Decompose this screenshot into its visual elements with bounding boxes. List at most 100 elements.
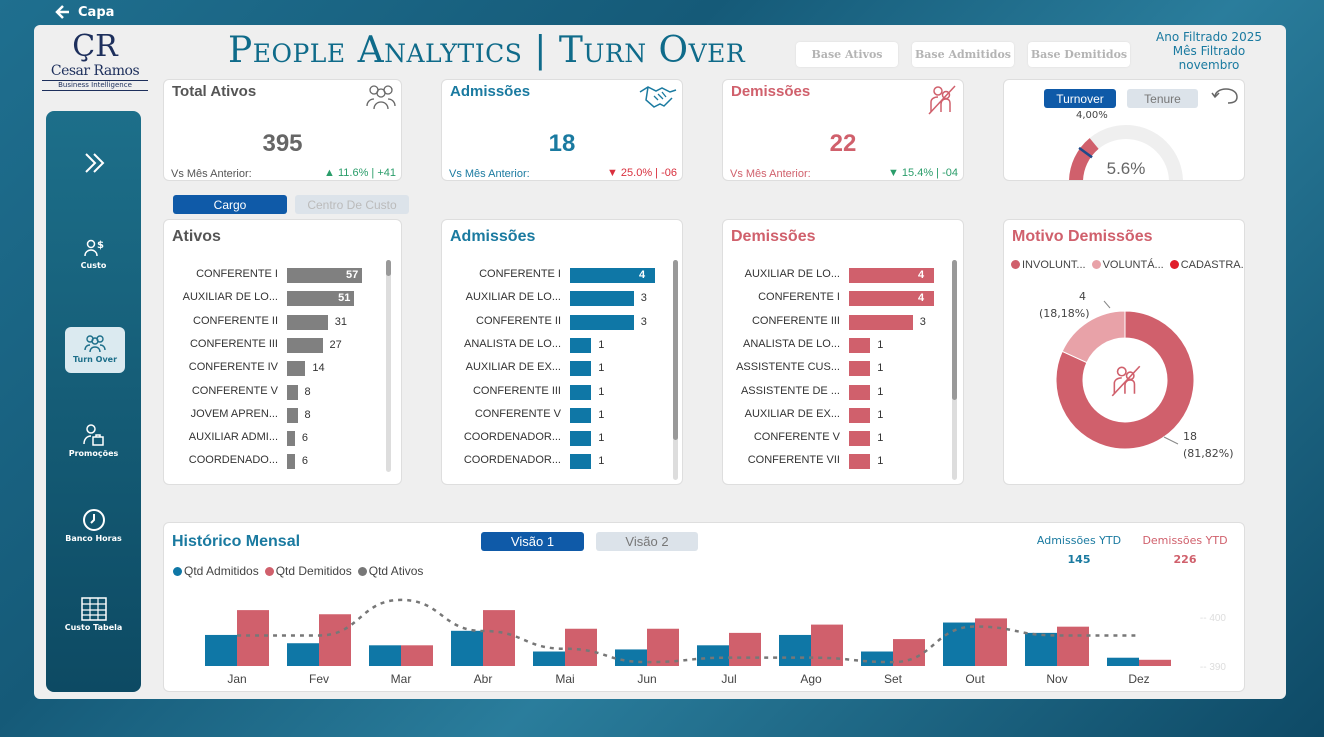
legend-item: Qtd Ativos xyxy=(357,564,423,578)
sidebar-item-promocoes[interactable]: Promoções xyxy=(46,423,141,458)
tab-turnover[interactable]: Turnover xyxy=(1044,89,1116,108)
back-to-cover-link[interactable]: Capa xyxy=(54,3,114,21)
bar[interactable] xyxy=(287,384,298,400)
ativos-chart-card: Ativos CONFERENTE I 57 AUXILIAR DE LO... 51… xyxy=(163,219,402,485)
bar[interactable] xyxy=(849,361,871,377)
bar-label: JOVEM APREN... xyxy=(190,407,278,420)
bar-admitidos[interactable] xyxy=(369,645,401,666)
bar[interactable] xyxy=(570,454,592,470)
ytd-demissoes-value: 226 xyxy=(1173,553,1197,566)
base-demitidos-button[interactable]: Base Demitidos xyxy=(1028,42,1130,67)
bar-admitidos[interactable] xyxy=(861,651,893,666)
bar[interactable] xyxy=(287,454,295,470)
bar[interactable] xyxy=(849,454,871,470)
x-tick-label: Abr xyxy=(474,672,493,686)
scrollbar[interactable] xyxy=(386,260,391,472)
bar-demitidos[interactable] xyxy=(237,610,269,666)
bar-admitidos[interactable] xyxy=(943,622,975,666)
slice-label-voluntario: 4 xyxy=(1079,290,1086,303)
base-admitidos-button[interactable]: Base Admitidos xyxy=(912,42,1014,67)
kpi-delta: ▼ 25.0% | -06 xyxy=(606,167,677,179)
donut-slice[interactable] xyxy=(1055,310,1195,450)
bar[interactable] xyxy=(570,361,592,377)
bar-admitidos[interactable] xyxy=(697,645,729,666)
base-ativos-button[interactable]: Base Ativos xyxy=(796,42,898,67)
bar-admitidos[interactable] xyxy=(451,630,483,666)
bar[interactable] xyxy=(849,407,871,423)
bar-admitidos[interactable] xyxy=(287,643,319,666)
leader-line xyxy=(1103,300,1111,309)
tab-visao-2[interactable]: Visão 2 xyxy=(596,532,698,551)
scrollbar[interactable] xyxy=(673,260,678,480)
sidebar-expand-button[interactable] xyxy=(46,149,141,179)
bar-value: 27 xyxy=(329,338,342,351)
bar-value: 1 xyxy=(877,338,884,351)
gauge-target-label: 4,00% xyxy=(1076,110,1108,121)
bar-demitidos[interactable] xyxy=(565,628,597,666)
bar[interactable] xyxy=(570,337,592,353)
tab-visao-1[interactable]: Visão 1 xyxy=(481,532,584,551)
bar-demitidos[interactable] xyxy=(1057,626,1089,666)
bar-demitidos[interactable] xyxy=(1139,659,1171,666)
scrollbar[interactable] xyxy=(952,260,957,480)
bar-demitidos[interactable] xyxy=(401,645,433,666)
bar[interactable] xyxy=(570,291,634,307)
bar[interactable] xyxy=(849,384,871,400)
bar[interactable] xyxy=(287,268,362,283)
demissoes-chart-card: Demissões AUXILIAR DE LO... 4 CONFERENTE I… xyxy=(722,219,964,485)
bar[interactable] xyxy=(287,291,355,307)
tab-centro-de-custo[interactable]: Centro De Custo xyxy=(295,195,409,214)
bar-demitidos[interactable] xyxy=(893,639,925,666)
people-group-icon xyxy=(366,85,396,110)
ytd-demissoes: Demissões YTD 226 xyxy=(1130,531,1240,569)
logo-tagline: Business Intelligence xyxy=(42,80,148,91)
bar[interactable] xyxy=(287,314,328,330)
bar-admitidos[interactable] xyxy=(1107,657,1139,666)
bar[interactable] xyxy=(287,337,323,353)
bar-admitidos[interactable] xyxy=(615,649,647,666)
bar-admitidos[interactable] xyxy=(533,651,565,666)
handshake-icon xyxy=(639,86,677,108)
gauge-value: 5.6% xyxy=(1106,159,1146,178)
bar-value: 1 xyxy=(877,385,884,398)
bar-demitidos[interactable] xyxy=(319,614,351,666)
donut-slice[interactable] xyxy=(1061,310,1126,364)
kpi-title: Demissões xyxy=(731,83,811,100)
motivo-demissoes-card: Motivo Demissões INVOLUNT... VOLUNTÁ... … xyxy=(1003,219,1245,485)
bar[interactable] xyxy=(570,268,655,283)
bar-value: 1 xyxy=(598,432,605,445)
sidebar-item-turnover[interactable]: Turn Over xyxy=(65,327,125,373)
sidebar-item-custo-tabela[interactable]: Custo Tabela xyxy=(46,597,141,632)
bar[interactable] xyxy=(570,431,592,447)
bar[interactable] xyxy=(570,407,592,423)
historico-chart: Jan Fev Mar Abr Mai Jun Jul Ago Set Out Nov Dez -- 4… xyxy=(205,598,1226,686)
tab-cargo[interactable]: Cargo xyxy=(173,195,287,214)
bar-value: 1 xyxy=(598,362,605,375)
sidebar-item-banco-horas[interactable]: Banco Horas xyxy=(46,508,141,543)
bar[interactable] xyxy=(849,291,934,307)
bar-admitidos[interactable] xyxy=(779,634,811,666)
bar-admitidos[interactable] xyxy=(1025,632,1057,666)
tab-tenure[interactable]: Tenure xyxy=(1127,89,1198,108)
bar-demitidos[interactable] xyxy=(647,628,679,666)
bar[interactable] xyxy=(287,431,295,447)
refresh-icon[interactable] xyxy=(1211,85,1241,105)
bar-demitidos[interactable] xyxy=(729,632,761,666)
bar[interactable] xyxy=(849,431,871,447)
bar[interactable] xyxy=(849,314,913,330)
bar[interactable] xyxy=(287,361,306,377)
bar-value: 1 xyxy=(598,338,605,351)
logo-monogram-icon: ÇR xyxy=(72,29,118,64)
historico-mensal-card: Histórico Mensal Visão 1 Visão 2 Qtd Adm… xyxy=(163,522,1245,692)
sidebar-item-custo[interactable]: $ Custo xyxy=(46,237,141,270)
bar[interactable] xyxy=(287,407,298,423)
bar-admitidos[interactable] xyxy=(205,634,237,666)
bar[interactable] xyxy=(849,268,934,283)
bar[interactable] xyxy=(570,314,634,330)
bar[interactable] xyxy=(570,384,592,400)
bar[interactable] xyxy=(849,337,871,353)
bar-demitidos[interactable] xyxy=(483,610,515,666)
bar-value: 3 xyxy=(640,315,647,328)
line-ativos[interactable] xyxy=(237,598,1139,664)
ytd-admissoes-label: Admissões YTD xyxy=(1036,534,1122,547)
